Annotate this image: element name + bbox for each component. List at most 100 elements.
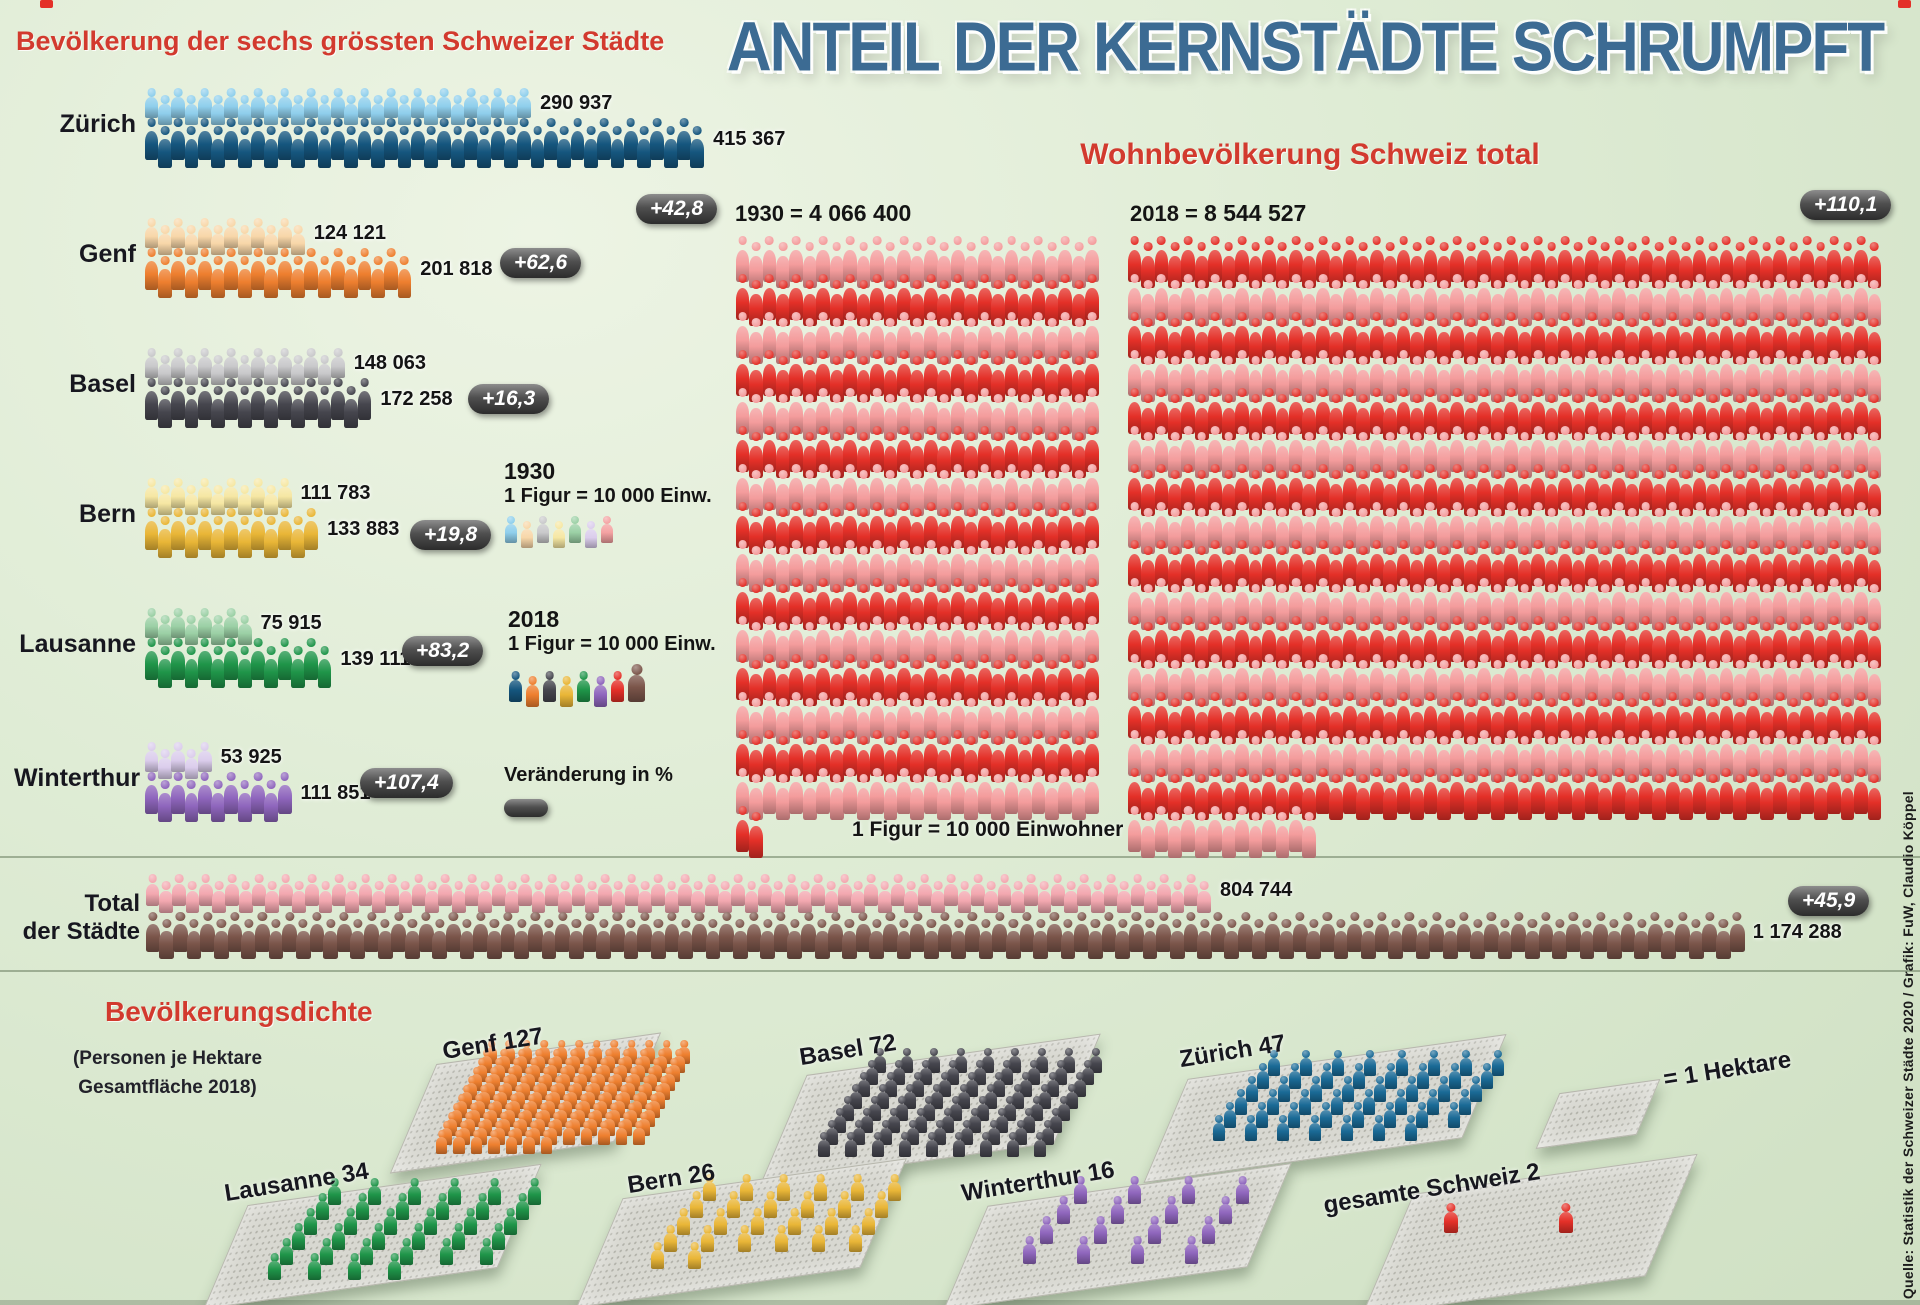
person-figure: [637, 126, 652, 168]
figure-row: [1223, 1102, 1523, 1128]
figure-row: [144, 248, 412, 298]
person-figure: [224, 118, 239, 160]
switzerland-change-pill: +110,1: [1800, 190, 1892, 220]
figure-row: [1127, 502, 1882, 554]
figure-row: [1039, 1216, 1289, 1245]
city-crowd-1930: [144, 88, 532, 125]
person-figure: [290, 95, 305, 125]
person-figure: [1033, 1132, 1047, 1157]
figure-row: [279, 1238, 567, 1265]
density-crowd: [1212, 1050, 1523, 1141]
person-figure: [1197, 881, 1212, 913]
person-figure: [211, 225, 226, 255]
figure-row: [1127, 654, 1882, 706]
person-figure: [817, 1132, 831, 1157]
legend-1930-figures: [504, 516, 712, 548]
density-subtitle-line2: Gesamtfläche 2018): [78, 1077, 257, 1099]
person-figure: [330, 88, 345, 118]
city-crowd-1930: [144, 478, 292, 515]
person-figure: [264, 256, 279, 298]
city-change-pill: +107,4: [360, 768, 453, 798]
figure-row: [663, 1225, 924, 1252]
person-figure: [264, 95, 279, 125]
city-bars: 124 121 201 818: [144, 218, 493, 298]
person-figure: [424, 95, 439, 125]
city-bar-2018: 133 883: [144, 508, 399, 558]
person-figure: [277, 478, 292, 508]
person-figure: [344, 256, 359, 298]
city-bar-1930: 111 783: [144, 478, 399, 515]
person-figure: [898, 1132, 912, 1157]
person-figure: [542, 671, 557, 702]
population-value-2018: 172 258: [380, 387, 453, 410]
figure-row: [1127, 578, 1882, 630]
figure-row: [460, 1085, 695, 1109]
figure-row: [735, 312, 1100, 364]
figure-row: [145, 874, 1212, 913]
figure-row: [144, 478, 292, 515]
figure-row: [144, 88, 532, 125]
figure-row: [817, 1132, 1116, 1157]
figure-row: [144, 348, 345, 385]
person-figure: [387, 1253, 402, 1280]
cities-total-1930-value: 804 744: [1220, 878, 1293, 901]
figure-row: [1127, 312, 1882, 364]
figure-row: [735, 578, 1100, 630]
person-figure: [600, 516, 614, 543]
person-figure: [144, 348, 159, 378]
switzerland-1930-value: 4 066 400: [809, 200, 912, 226]
switzerland-2018-crowd: [1127, 236, 1882, 858]
figure-row: [144, 508, 319, 558]
figure-row: [1127, 350, 1882, 402]
person-figure: [517, 118, 532, 160]
person-figure: [525, 676, 540, 707]
person-figure: [583, 126, 598, 168]
person-figure: [677, 118, 692, 160]
density-value: 72: [867, 1029, 899, 1060]
person-figure: [290, 256, 305, 298]
legend-2018-figures: [508, 664, 716, 707]
city-bar-1930: 124 121: [144, 218, 493, 255]
figure-row: [825, 1120, 1116, 1145]
person-figure: [437, 118, 452, 160]
figure-row: [735, 464, 1100, 516]
figure-row: [1443, 1203, 1673, 1233]
person-figure: [370, 95, 385, 125]
person-figure: [277, 118, 292, 160]
person-figure: [224, 248, 239, 290]
legend-change-label: Veränderung in %: [504, 764, 673, 786]
figure-row: [735, 236, 1100, 288]
person-figure: [1076, 1236, 1091, 1265]
person-figure: [453, 1130, 466, 1154]
person-figure: [952, 1132, 966, 1157]
density-value: 34: [339, 1157, 371, 1189]
figure-row: [735, 274, 1100, 326]
figure-row: [1127, 426, 1882, 478]
person-figure: [568, 516, 582, 543]
person-figure: [357, 88, 372, 118]
registration-mark: [1898, 0, 1911, 8]
cities-total-change-pill: +45,9: [1788, 886, 1870, 916]
legend-2018-year: 2018: [508, 606, 560, 632]
figure-row: [1127, 540, 1882, 592]
person-figure: [384, 248, 399, 290]
person-figure: [211, 256, 226, 298]
person-figure: [384, 88, 399, 118]
person-figure: [290, 355, 305, 385]
person-figure: [184, 126, 199, 168]
figure-row: [144, 118, 705, 168]
person-figure: [357, 118, 372, 160]
figure-row: [735, 426, 1100, 478]
person-figure: [1022, 1236, 1037, 1265]
person-figure: [450, 126, 465, 168]
density-value: 127: [501, 1022, 545, 1056]
person-figure: [1006, 1132, 1020, 1157]
legend-2018: 2018 1 Figur = 10 000 Einw.: [508, 606, 716, 707]
figure-row: [1212, 1115, 1523, 1141]
city-change-pill: +42,8: [636, 194, 718, 224]
person-figure: [144, 248, 159, 290]
figure-row: [1056, 1196, 1289, 1225]
person-figure: [237, 95, 252, 125]
person-figure: [464, 88, 479, 118]
city-name: Genf: [79, 239, 136, 268]
